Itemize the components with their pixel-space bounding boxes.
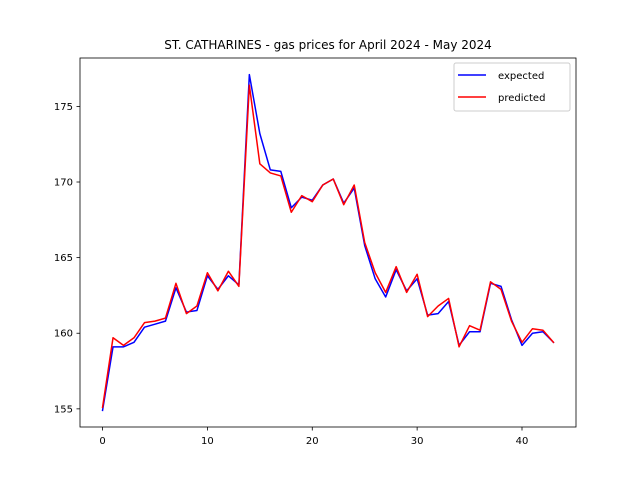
x-tick-label: 0 <box>99 436 105 447</box>
series-line-predicted <box>101 84 555 409</box>
x-tick-label: 30 <box>411 436 424 447</box>
axes-frame <box>79 57 577 428</box>
legend-label-expected: expected <box>498 71 544 82</box>
chart-title: ST. CATHARINES - gas prices for April 20… <box>164 38 492 52</box>
legend: expected predicted <box>453 62 571 112</box>
y-tick-label: 155 <box>54 404 73 415</box>
axes: 0 10 20 30 40 155 160 165 170 175 <box>54 57 577 447</box>
x-tick-label: 40 <box>516 436 529 447</box>
legend-label-predicted: predicted <box>498 93 545 104</box>
y-tick-label: 165 <box>54 253 73 264</box>
plot-area <box>101 73 555 412</box>
x-tick-label: 10 <box>201 436 214 447</box>
y-tick-label: 170 <box>54 178 73 189</box>
x-tick-label: 20 <box>306 436 319 447</box>
y-tick-label: 160 <box>54 329 73 340</box>
y-tick-label: 175 <box>54 102 73 113</box>
